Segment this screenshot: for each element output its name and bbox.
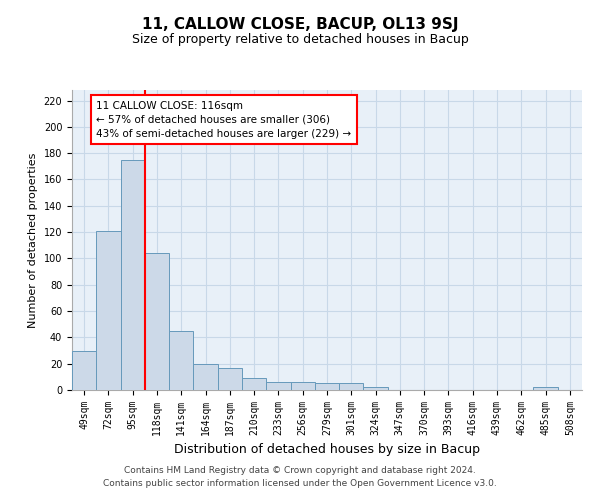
- Text: Size of property relative to detached houses in Bacup: Size of property relative to detached ho…: [131, 32, 469, 46]
- Bar: [218, 368, 242, 390]
- Bar: [121, 160, 145, 390]
- Text: Contains HM Land Registry data © Crown copyright and database right 2024.
Contai: Contains HM Land Registry data © Crown c…: [103, 466, 497, 487]
- Bar: [169, 331, 193, 390]
- Bar: [339, 384, 364, 390]
- Bar: [72, 350, 96, 390]
- Bar: [96, 231, 121, 390]
- X-axis label: Distribution of detached houses by size in Bacup: Distribution of detached houses by size …: [174, 444, 480, 456]
- Bar: [145, 253, 169, 390]
- Text: 11, CALLOW CLOSE, BACUP, OL13 9SJ: 11, CALLOW CLOSE, BACUP, OL13 9SJ: [142, 18, 458, 32]
- Bar: [364, 388, 388, 390]
- Bar: [266, 382, 290, 390]
- Y-axis label: Number of detached properties: Number of detached properties: [28, 152, 38, 328]
- Bar: [533, 388, 558, 390]
- Text: 11 CALLOW CLOSE: 116sqm
← 57% of detached houses are smaller (306)
43% of semi-d: 11 CALLOW CLOSE: 116sqm ← 57% of detache…: [96, 100, 352, 138]
- Bar: [242, 378, 266, 390]
- Bar: [315, 384, 339, 390]
- Bar: [290, 382, 315, 390]
- Bar: [193, 364, 218, 390]
